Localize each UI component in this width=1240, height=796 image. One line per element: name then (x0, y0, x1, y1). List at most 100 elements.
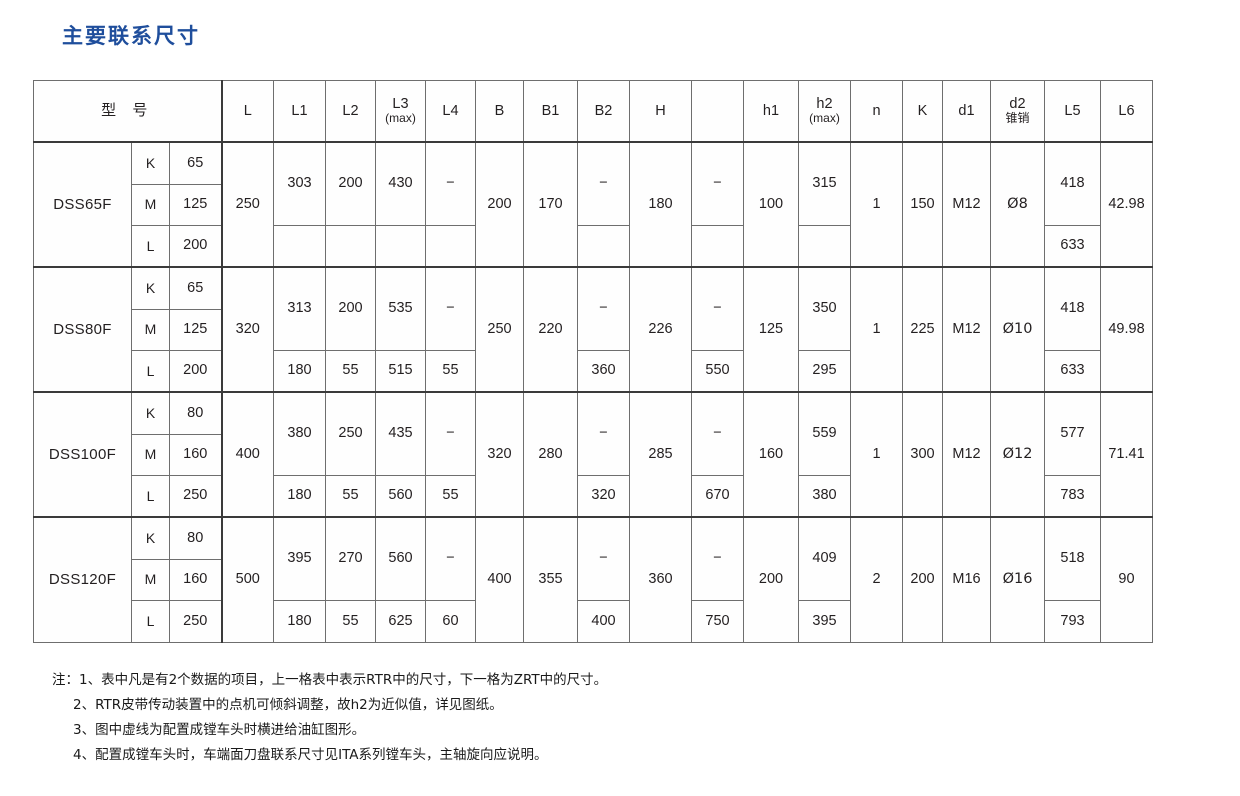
header-h2-text: h2 (816, 95, 833, 112)
cell-h2-bot: 380 (798, 474, 851, 518)
variant-i-cell: 160 (169, 558, 223, 601)
cell-L3-bot: 560 (375, 474, 426, 518)
cell-L1-bot: 180 (273, 474, 326, 518)
cell-L4-top: − (425, 266, 476, 351)
variant-letter-cell: K (131, 516, 170, 560)
header-d1: d1 (942, 80, 991, 143)
header-d2-sub: 锥销 (1005, 111, 1030, 126)
cell-d1: M12 (942, 266, 991, 393)
cell-h1: 125 (743, 266, 799, 393)
cell-L2-top: 200 (325, 141, 376, 226)
cell-L3-bot: 515 (375, 349, 426, 393)
cell-n: 2 (850, 516, 903, 643)
variant-letter-cell: K (131, 266, 170, 310)
table-row: M 125 (34, 183, 1207, 226)
header-L3-sub: (max) (385, 111, 416, 126)
table-row: DSS100F K 80 400 380 250 435−320 280−285−160 559… (33, 391, 1207, 518)
cell-n: 1 (850, 141, 903, 268)
cell-L5-bot: 633 (1044, 349, 1101, 393)
cell-L2-bot: 55 (325, 599, 376, 643)
variant-i-cell: 80 (169, 391, 223, 435)
cell-d2: Ø8 (990, 141, 1045, 268)
cell-d2: Ø16 (990, 516, 1045, 643)
cell-L2-bot: 55 (325, 474, 376, 518)
cell-B2-bot: 400 (577, 599, 630, 643)
header-d2-text: d2 (1009, 95, 1026, 112)
cell-L3-top: 560 (375, 516, 426, 601)
cell-L: 250 (221, 141, 274, 268)
cell-B2-top: − (577, 141, 630, 226)
variant-i-cell: 250 (169, 599, 223, 643)
cell-L6: 42.98 (1100, 141, 1153, 268)
header-d2: d2 锥销 (990, 80, 1045, 143)
note-line-4: 4、配置成镗车头时，车端面刀盘联系尺寸见ITA系列镗车头，主轴旋向应说明。 (52, 743, 607, 768)
cell-n: 1 (850, 391, 903, 518)
note-item-1: 1、表中凡是有2个数据的项目，上一格表中表示RTR中的尺寸，下一格为ZRT中的尺… (79, 672, 608, 688)
cell-L5-bot: 783 (1044, 474, 1101, 518)
cell-L3-bot: 625 (375, 599, 426, 643)
cell-h2-top: 350 (798, 266, 851, 351)
header-B2: B2 (577, 80, 630, 143)
header-L3: L3 (max) (375, 80, 426, 143)
variant-letter-cell: M (131, 183, 170, 226)
page-title: 主要联系尺寸 (62, 25, 200, 48)
cell-L2-top: 200 (325, 266, 376, 351)
cell-L6: 49.98 (1100, 266, 1153, 393)
cell-L4-bot: 55 (425, 474, 476, 518)
cell-K: 225 (902, 266, 943, 393)
cell-H: 226 (629, 266, 692, 393)
table-row: DSS65F K 65 250 303 200 430−200 170−180−100 315 1… (33, 141, 1207, 268)
cell-B: 320 (475, 391, 524, 518)
cell-L2-top: 250 (325, 391, 376, 476)
model-name-cell: DSS100F (33, 391, 132, 518)
model-name-cell: DSS120F (33, 516, 132, 643)
table-row: M 160 (34, 558, 1207, 601)
cell-L: 500 (221, 516, 274, 643)
header-L: L (221, 80, 274, 143)
cell-d1: M12 (942, 391, 991, 518)
cell-h1: 200 (743, 516, 799, 643)
variant-i-cell: 200 (169, 224, 223, 268)
cell-B1: 220 (523, 266, 578, 393)
cell-L1-bot (273, 224, 326, 268)
table-row: DSS80F K 65 320 313 200 535−250 220−226−125 350 1… (33, 266, 1207, 393)
cell-L3-top: 535 (375, 266, 426, 351)
cell-K: 300 (902, 391, 943, 518)
variant-i-cell: 80 (169, 516, 223, 560)
cell-unlabeled-bot (691, 224, 744, 268)
cell-B1: 355 (523, 516, 578, 643)
cell-h2-bot: 395 (798, 599, 851, 643)
cell-H: 285 (629, 391, 692, 518)
cell-H: 360 (629, 516, 692, 643)
main-dimensions-table: 型 号 L L1 L2 L3 (max) L4 B B1 B2 H h1 h2 … (33, 80, 1207, 643)
variant-letter-cell: L (131, 599, 170, 643)
cell-L5-bot: 633 (1044, 224, 1101, 268)
header-B1: B1 (523, 80, 578, 143)
variant-i-cell: 200 (169, 349, 223, 393)
cell-L6: 90 (1100, 516, 1153, 643)
note-item-2: 2、RTR皮带传动装置中的点机可倾斜调整，故h2为近似值，详见图纸。 (73, 697, 503, 713)
cell-h1: 100 (743, 141, 799, 268)
cell-L4-bot (425, 224, 476, 268)
header-h2-sub: (max) (809, 111, 840, 126)
cell-L: 320 (221, 266, 274, 393)
cell-L2-bot (325, 224, 376, 268)
table-body: DSS65F K 65 250 303 200 430−200 170−180−100 315 1… (33, 141, 1207, 643)
spec-table-container: 型 号 L L1 L2 L3 (max) L4 B B1 B2 H h1 h2 … (33, 80, 1207, 643)
variant-letter-cell: K (131, 391, 170, 435)
model-name-cell: DSS80F (33, 266, 132, 393)
notes-block: 注：1、表中凡是有2个数据的项目，上一格表中表示RTR中的尺寸，下一格为ZRT中… (52, 668, 607, 768)
cell-L3-top: 435 (375, 391, 426, 476)
cell-H: 180 (629, 141, 692, 268)
cell-unlabeled-bot: 670 (691, 474, 744, 518)
note-item-3: 3、图中虚线为配置成镗车头时横进给油缸图形。 (73, 722, 366, 738)
variant-letter-cell: M (131, 433, 170, 476)
header-h1: h1 (743, 80, 799, 143)
cell-L5-top: 418 (1044, 266, 1101, 351)
table-row: M 160 (34, 433, 1207, 476)
cell-h1: 160 (743, 391, 799, 518)
cell-B2-top: − (577, 391, 630, 476)
cell-L3-bot (375, 224, 426, 268)
cell-L1-bot: 180 (273, 599, 326, 643)
variant-i-cell: 250 (169, 474, 223, 518)
